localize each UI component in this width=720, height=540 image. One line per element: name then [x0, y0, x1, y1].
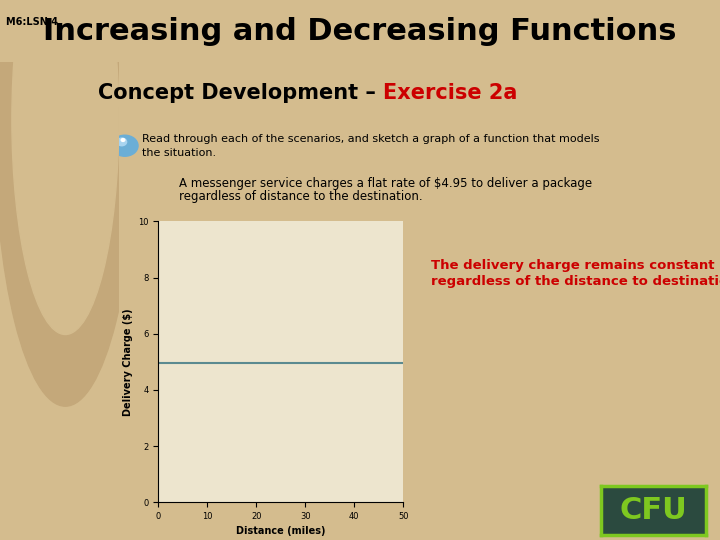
Circle shape: [117, 138, 127, 146]
Circle shape: [0, 0, 137, 406]
Text: Exercise 2a: Exercise 2a: [383, 83, 518, 103]
X-axis label: Distance (miles): Distance (miles): [236, 526, 325, 536]
Text: Concept Development –: Concept Development –: [98, 83, 383, 103]
Text: the situation.: the situation.: [142, 148, 216, 158]
Text: CFU: CFU: [619, 496, 688, 525]
Text: A messenger service charges a flat rate of $4.95 to deliver a package: A messenger service charges a flat rate …: [179, 178, 592, 191]
Text: The delivery charge remains constant: The delivery charge remains constant: [431, 259, 715, 272]
Text: Read through each of the scenarios, and sketch a graph of a function that models: Read through each of the scenarios, and …: [142, 133, 599, 144]
Circle shape: [12, 0, 119, 334]
Text: Increasing and Decreasing Functions: Increasing and Decreasing Functions: [43, 17, 677, 45]
Circle shape: [112, 135, 138, 156]
Text: M6:LSN 4: M6:LSN 4: [6, 17, 58, 28]
Text: regardless of distance to the destination.: regardless of distance to the destinatio…: [179, 191, 423, 204]
Circle shape: [121, 139, 125, 141]
Y-axis label: Delivery Charge ($): Delivery Charge ($): [122, 308, 132, 416]
Text: regardless of the distance to destination.: regardless of the distance to destinatio…: [431, 275, 720, 288]
